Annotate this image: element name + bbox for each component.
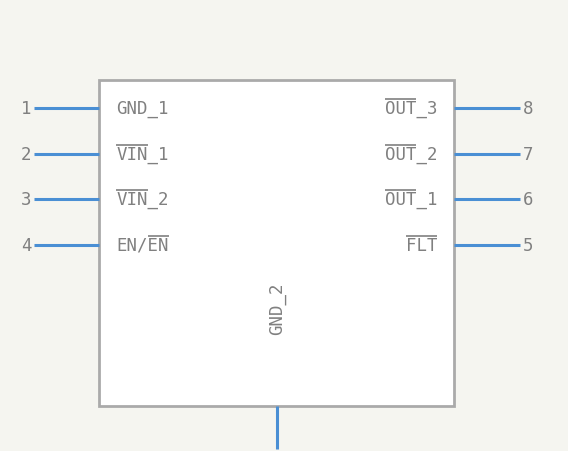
- Text: 2: 2: [21, 145, 31, 163]
- Text: 6: 6: [523, 191, 533, 209]
- Text: 1: 1: [21, 100, 31, 118]
- Text: 8: 8: [523, 100, 533, 118]
- Text: VIN_2: VIN_2: [116, 191, 169, 209]
- Text: VIN_1: VIN_1: [116, 145, 169, 163]
- Text: OUT_2: OUT_2: [385, 145, 437, 163]
- Text: 3: 3: [21, 191, 31, 209]
- Text: 7: 7: [523, 145, 533, 163]
- Text: 4: 4: [21, 236, 31, 254]
- Text: GND_2: GND_2: [268, 282, 286, 335]
- Text: FLT: FLT: [406, 236, 437, 254]
- Text: GND_1: GND_1: [116, 100, 169, 118]
- Text: EN/EN: EN/EN: [116, 236, 169, 254]
- Text: OUT_3: OUT_3: [385, 100, 437, 118]
- Text: OUT_1: OUT_1: [385, 191, 437, 209]
- Text: 5: 5: [523, 236, 533, 254]
- Bar: [99, 81, 454, 406]
